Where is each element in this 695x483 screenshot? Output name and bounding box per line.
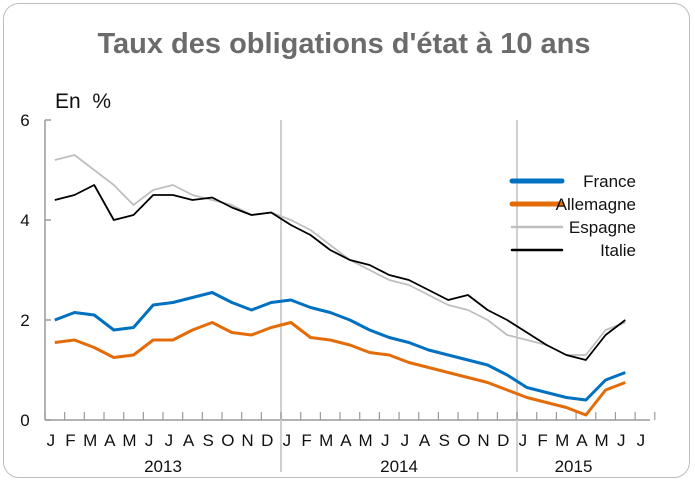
x-month-label: A (419, 431, 431, 450)
x-month-label: J (519, 431, 528, 450)
legend-label-italie: Italie (600, 241, 636, 260)
legend-label-france: France (583, 172, 636, 191)
legend-label-allemagne: Allemagne (556, 195, 636, 214)
x-month-label: S (439, 431, 450, 450)
x-month-label: A (340, 431, 352, 450)
x-month-label: J (381, 431, 390, 450)
x-year-label: 2013 (144, 457, 182, 476)
x-month-label: A (576, 431, 588, 450)
x-month-label: A (183, 431, 195, 450)
y-tick-label: 2 (20, 311, 29, 330)
x-month-label: J (145, 431, 154, 450)
x-month-label: A (104, 431, 116, 450)
x-month-label: D (497, 431, 509, 450)
x-month-label: J (617, 431, 626, 450)
x-month-label: J (47, 431, 56, 450)
x-month-label: M (319, 431, 333, 450)
x-year-label: 2014 (380, 457, 418, 476)
x-month-label: F (301, 431, 311, 450)
x-month-label: N (477, 431, 489, 450)
x-year-label: 2015 (555, 457, 593, 476)
x-month-label: J (401, 431, 410, 450)
x-month-label: M (122, 431, 136, 450)
x-month-label: M (555, 431, 569, 450)
x-month-label: O (457, 431, 470, 450)
x-month-label: F (65, 431, 75, 450)
x-month-label: M (83, 431, 97, 450)
x-month-label: S (203, 431, 214, 450)
x-month-label: N (241, 431, 253, 450)
x-month-label: M (595, 431, 609, 450)
x-month-label: D (261, 431, 273, 450)
x-month-label: F (537, 431, 547, 450)
legend-label-espagne: Espagne (569, 218, 636, 237)
series-line-espagne (54, 154, 626, 356)
series-line-allemagne (54, 321, 626, 417)
unit-label: En % (55, 90, 111, 113)
series-line-france (54, 291, 626, 402)
x-month-label: O (221, 431, 234, 450)
x-month-label: J (165, 431, 174, 450)
chart-title: Taux des obligations d'état à 10 ans (97, 28, 590, 60)
y-tick-label: 4 (20, 211, 29, 230)
x-month-label: M (358, 431, 372, 450)
x-month-label: J (283, 431, 292, 450)
y-tick-label: 6 (20, 111, 29, 130)
chart-frame (3, 3, 690, 478)
x-month-label: J (637, 431, 646, 450)
series-line-italie (54, 184, 626, 361)
y-tick-label: 0 (20, 411, 29, 430)
